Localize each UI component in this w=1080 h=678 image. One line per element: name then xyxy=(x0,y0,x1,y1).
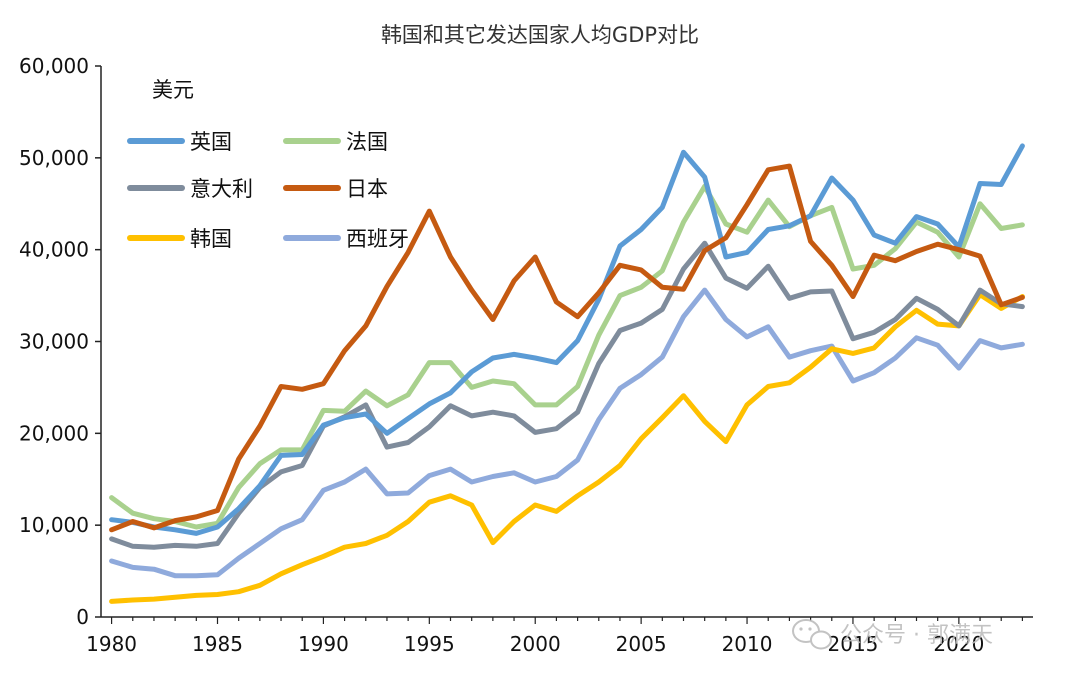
x-tick-label: 1985 xyxy=(192,632,243,656)
legend-label-japan: 日本 xyxy=(346,177,388,201)
x-tick-label: 1990 xyxy=(298,632,349,656)
legend-item-uk: 英国 xyxy=(127,130,232,154)
unit-label: 美元 xyxy=(152,78,194,102)
y-tick-label: 0 xyxy=(76,605,89,629)
legend-item-korea: 韩国 xyxy=(127,227,232,251)
x-tick-label: 2020 xyxy=(933,632,984,656)
x-tick-label: 1995 xyxy=(404,632,455,656)
watermark-text: 公众号 · 郭满天 xyxy=(840,623,993,648)
x-tick-label: 2005 xyxy=(616,632,667,656)
y-tick-label: 50,000 xyxy=(19,146,89,170)
wechat-icon xyxy=(792,619,832,650)
series-lines xyxy=(109,143,1025,604)
x-tick-label: 2000 xyxy=(510,632,561,656)
axes xyxy=(100,66,1033,618)
chart-title: 韩国和其它发达国家人均GDP对比 xyxy=(381,23,699,47)
series-line-4 xyxy=(109,292,1025,604)
legend-item-france: 法国 xyxy=(283,130,388,154)
series-line-5 xyxy=(109,287,1025,579)
x-axis-ticks: 1980 1985 1990 1995 2000 2005 2010 2015 2020 xyxy=(86,617,1024,656)
x-tick-label: 1980 xyxy=(86,632,137,656)
x-tick-label: 2015 xyxy=(828,632,879,656)
y-tick-label: 10,000 xyxy=(19,513,89,537)
series-line-0 xyxy=(109,143,1025,536)
series-line-3 xyxy=(109,163,1025,533)
x-tick-label: 2010 xyxy=(722,632,773,656)
legend-label-uk: 英国 xyxy=(190,130,232,154)
legend-item-italy: 意大利 xyxy=(127,177,253,201)
watermark: 公众号 · 郭满天 xyxy=(792,619,993,650)
legend-label-italy: 意大利 xyxy=(190,177,253,201)
legend: 英国 法国 意大利 日本 韩国 西班牙 xyxy=(127,130,409,251)
legend-label-korea: 韩国 xyxy=(190,227,232,251)
y-tick-label: 30,000 xyxy=(19,330,89,354)
y-axis-ticks: 0 10,000 20,000 30,000 40,000 50,000 60,000 xyxy=(19,54,101,629)
legend-item-japan: 日本 xyxy=(283,177,388,201)
y-tick-label: 40,000 xyxy=(19,238,89,262)
y-tick-label: 60,000 xyxy=(19,54,89,78)
legend-item-spain: 西班牙 xyxy=(283,227,409,251)
y-tick-label: 20,000 xyxy=(19,421,89,445)
legend-label-spain: 西班牙 xyxy=(346,227,409,251)
legend-label-france: 法国 xyxy=(346,130,388,154)
